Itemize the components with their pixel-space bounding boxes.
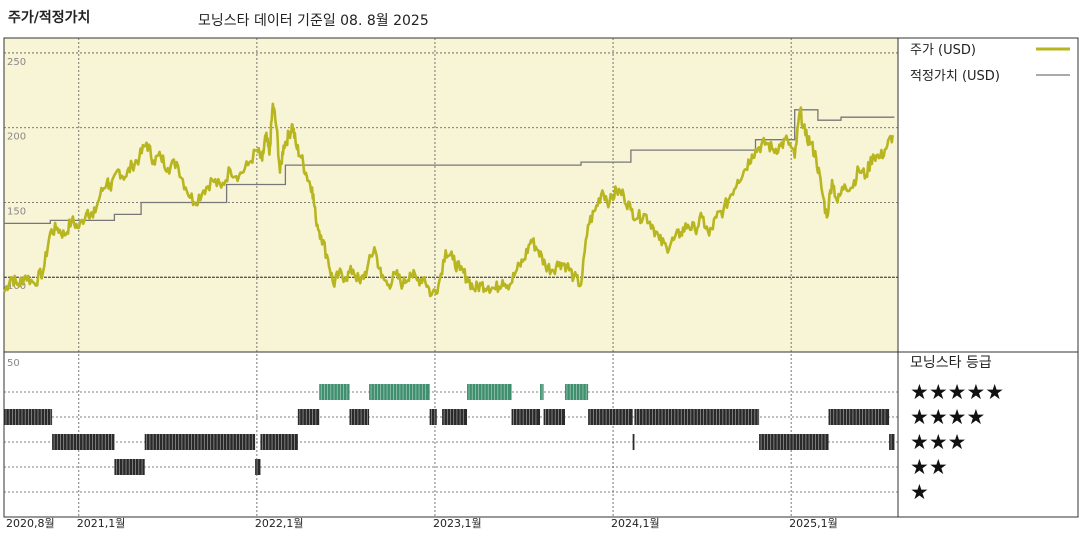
rating-bar-3 xyxy=(889,434,895,450)
rating-bar-3 xyxy=(144,434,256,450)
chart-frame: 2020,8월 2021,1월 2022,1월 2023,1월 2024,1월 2025,… xyxy=(3,37,1079,530)
chart-title: 주가/적정가치 xyxy=(8,9,90,26)
rating-bar-5 xyxy=(467,384,512,400)
rating-bar-3 xyxy=(260,434,298,450)
x-tick-label: 2024,1월 xyxy=(611,517,660,530)
rating-bar-4 xyxy=(828,409,890,425)
price-plot: 250 200 150 100 xyxy=(2,52,898,298)
chart-subtitle: 모닝스타 데이터 기준일 08. 8월 2025 xyxy=(198,13,429,29)
rating-bar-4 xyxy=(634,409,760,425)
rating-plot: 50★★★★★★★★★★★★★★★ xyxy=(4,358,1004,504)
rating-bar-5 xyxy=(369,384,430,400)
rating-legend-stars-1: ★ xyxy=(910,480,929,504)
y-tick-label: 250 xyxy=(7,57,26,68)
x-tick-label: 2021,1월 xyxy=(77,517,126,530)
rating-bar-3 xyxy=(632,434,635,450)
rating-bar-4 xyxy=(442,409,468,425)
rating-legend-stars-5: ★★★★★ xyxy=(910,380,1004,404)
rating-bar-4 xyxy=(4,409,53,425)
rating-bar-3 xyxy=(759,434,829,450)
legend: 주가 (USD) 적정가치 (USD) 모닝스타 등급 xyxy=(910,43,1070,371)
x-tick-label: 2025,1월 xyxy=(789,517,838,530)
price-line xyxy=(2,102,894,298)
rating-y-tick-label: 50 xyxy=(7,358,20,369)
y-tick-label: 200 xyxy=(7,132,26,143)
rating-bar-2 xyxy=(255,459,261,475)
rating-legend-stars-4: ★★★★ xyxy=(910,405,985,429)
legend-price-label: 주가 (USD) xyxy=(910,43,976,58)
y-tick-label: 150 xyxy=(7,206,26,217)
fair-value-line xyxy=(4,109,895,225)
rating-legend-stars-3: ★★★ xyxy=(910,430,966,454)
legend-fair-label: 적정가치 (USD) xyxy=(910,69,1000,84)
x-tick-label: 2022,1월 xyxy=(255,517,304,530)
rating-bar-4 xyxy=(588,409,633,425)
x-tick-label: 2023,1월 xyxy=(433,517,482,530)
y-tick-label: 100 xyxy=(7,281,26,292)
rating-bar-4 xyxy=(349,409,370,425)
rating-legend-stars-2: ★★ xyxy=(910,455,948,479)
x-tick-label: 2020,8월 xyxy=(6,517,55,530)
price-plot-background xyxy=(4,38,898,352)
rating-legend-title: 모닝스타 등급 xyxy=(910,355,992,371)
rating-bar-4 xyxy=(429,409,437,425)
